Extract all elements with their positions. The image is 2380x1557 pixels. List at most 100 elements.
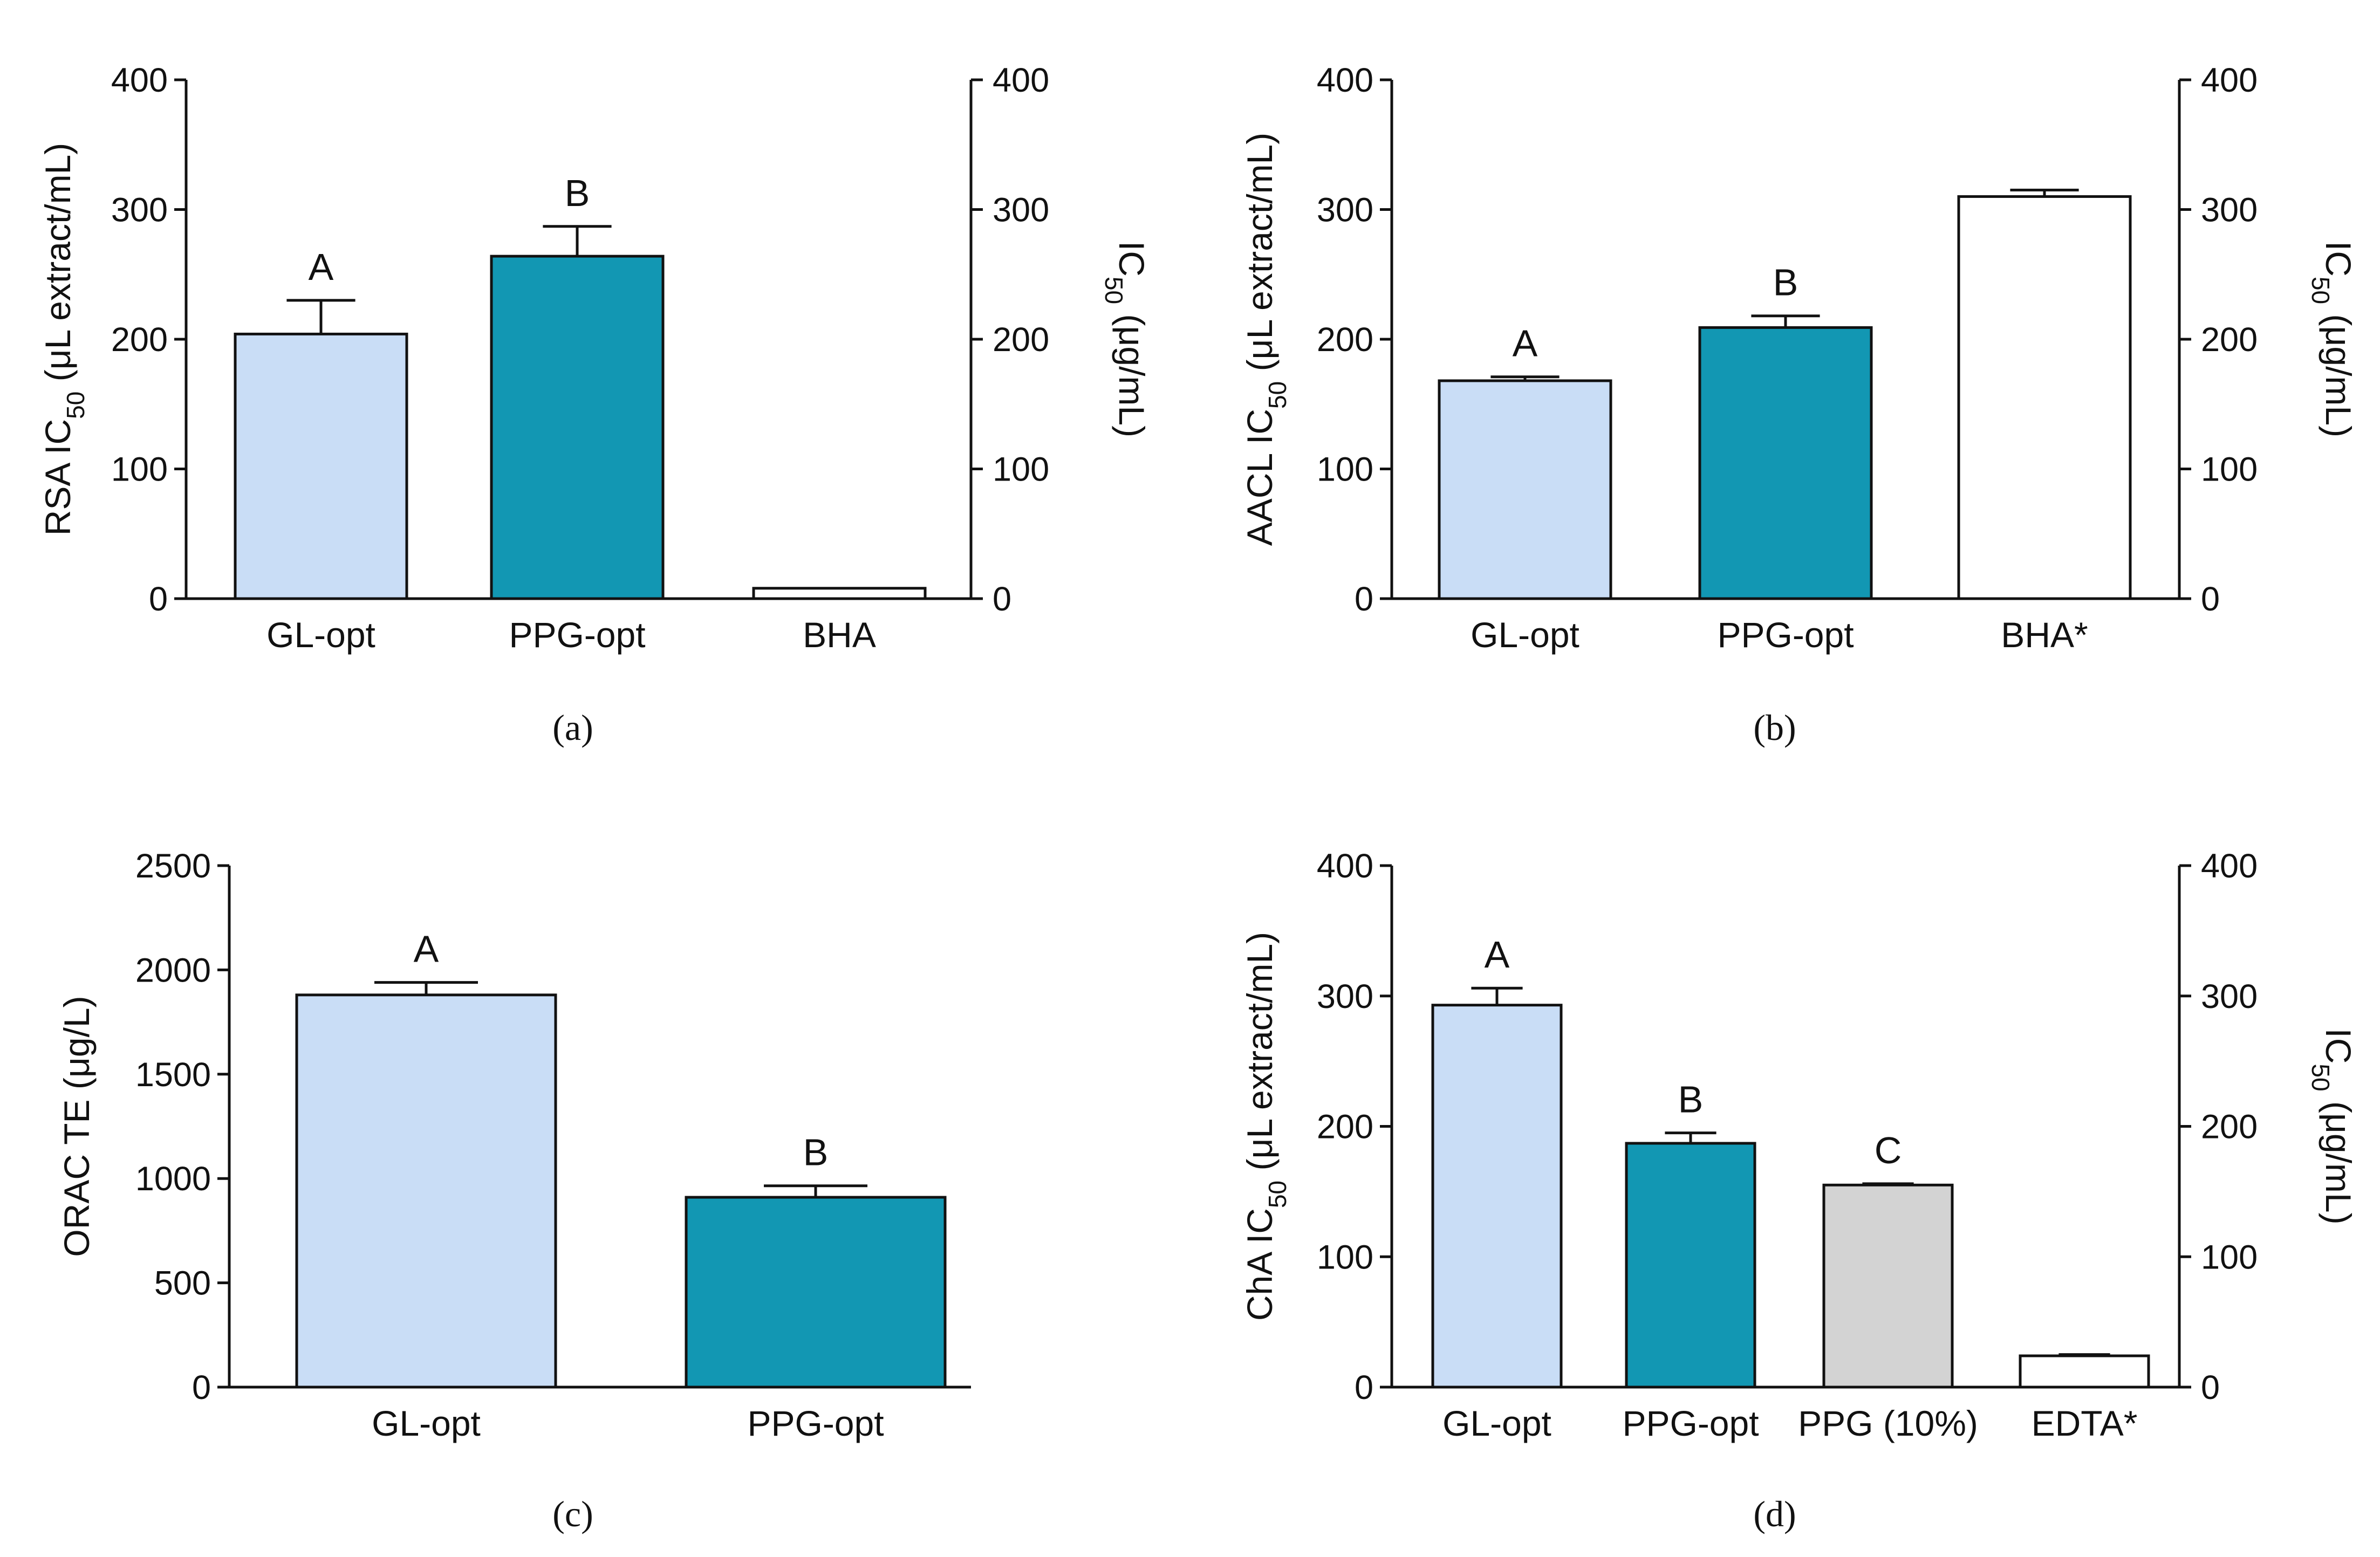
y-axis-title-part: (μL extract/mL) [1240,133,1280,381]
y2-tick-label: 400 [2201,847,2258,885]
panel-caption: (b) [1753,707,1796,748]
category-label: GL-opt [1442,1403,1551,1443]
category-label: PPG-opt [1622,1403,1759,1443]
y2-axis-title-part: (μg/mL) [1112,304,1152,437]
y-tick-label: 0 [1355,580,1373,618]
y-tick-label: 100 [1317,1238,1373,1276]
y-tick-label: 2000 [135,951,211,989]
y-tick-label: 400 [1317,847,1373,885]
y2-axis-title-part: IC [1112,241,1152,277]
y-tick-label: 100 [111,451,168,489]
panel-2: 0 100 200 300 400 0 100 200 300 400 A GL-opt B PPG-op… [1240,61,2358,748]
category-label: PPG-opt [1717,615,1854,655]
y-axis-title-subscript: 50 [61,392,90,419]
y-axis-title: RSA IC50 (μL extract/mL) [38,143,90,536]
y2-axis-title: IC50 (μg/mL) [1100,241,1152,437]
y-axis-title-part: AACL IC [1240,409,1280,546]
y-tick-label: 1500 [135,1056,211,1094]
y2-axis-title: IC50 (μg/mL) [2307,241,2358,437]
y2-tick-label: 100 [2201,451,2258,489]
y2-axis-title: IC50 (μg/mL) [2307,1028,2358,1224]
y-tick-label: 200 [111,321,168,359]
category-label: GL-opt [1471,615,1579,655]
y2-tick-label: 200 [993,321,1049,359]
significance-label: B [1678,1079,1704,1121]
y-axis-title-subscript: 50 [1263,381,1291,409]
panel-caption: (d) [1753,1493,1796,1534]
y-tick-label: 300 [1317,191,1373,229]
y2-tick-label: 0 [993,580,1011,618]
y-axis-title-part: RSA IC [38,419,78,536]
y2-axis-title-subscript: 50 [2307,1064,2335,1091]
y-axis-title: ORAC TE (μg/L) [57,996,97,1257]
y2-axis-title-subscript: 50 [2307,277,2335,304]
y2-tick-label: 100 [993,451,1049,489]
y-tick-label: 200 [1317,321,1373,359]
bar-edta- [2019,1354,2150,1389]
bar-gl-opt [1438,379,1612,600]
y2-tick-label: 400 [2201,61,2258,99]
y-tick-label: 0 [149,580,168,618]
y-tick-label: 1000 [135,1160,211,1198]
y2-tick-label: 0 [2201,1369,2220,1407]
y-tick-label: 200 [1317,1108,1373,1146]
y2-tick-label: 100 [2201,1238,2258,1276]
y2-axis-title-part: IC [2319,1028,2358,1064]
bar-gl-opt [1431,1004,1563,1389]
y-axis-title: AACL IC50 (μL extract/mL) [1240,133,1291,546]
category-label: GL-opt [372,1403,481,1443]
bar-ppg-opt [1625,1142,1756,1389]
y-tick-label: 300 [111,191,168,229]
y-tick-label: 0 [192,1369,211,1407]
y2-axis-title-part: (μg/mL) [2319,304,2358,437]
category-label: PPG-opt [747,1403,884,1443]
panel-4: 0 100 200 300 400 0 100 200 300 400 A GL-opt B PPG-op… [1240,847,2358,1534]
y2-tick-label: 200 [2201,321,2258,359]
y2-tick-label: 400 [993,61,1049,99]
y-axis-title-part: (μL extract/mL) [1240,932,1280,1181]
significance-label: B [1773,262,1798,304]
bar-gl-opt [295,993,557,1389]
significance-label: A [309,246,334,288]
y-tick-label: 2500 [135,847,211,885]
panel-1: 0 100 200 300 400 0 100 200 300 400 A GL-opt B PPG-op… [38,61,1152,748]
y2-axis-title-subscript: 50 [1100,277,1128,304]
bar-ppg-opt [1698,326,1873,600]
category-label: EDTA* [2032,1403,2138,1443]
bar-gl-opt [234,332,408,600]
bar-bha- [1957,195,2132,600]
y2-axis-title-part: IC [2319,241,2358,277]
y-axis-title-subscript: 50 [1263,1181,1291,1208]
bar-ppg-10- [1822,1183,1954,1389]
y-axis-title-part: (μL extract/mL) [38,143,78,392]
y2-tick-label: 300 [2201,191,2258,229]
significance-label: A [1513,323,1538,365]
panel-3: 0 500 1000 1500 2000 2500 A GL-opt B PPG-opt ORAC … [57,847,971,1534]
category-label: PPG (10%) [1798,1403,1978,1443]
y-tick-label: 100 [1317,451,1373,489]
significance-label: A [1485,934,1510,976]
y2-tick-label: 0 [2201,580,2220,618]
bar-bha [752,587,927,600]
y2-tick-label: 300 [2201,978,2258,1016]
panel-caption: (a) [552,707,593,748]
significance-label: B [565,172,590,214]
y2-axis-title-part: (μg/mL) [2319,1092,2358,1225]
y-tick-label: 0 [1355,1369,1373,1407]
bar-ppg-opt [490,255,665,600]
y2-tick-label: 300 [993,191,1049,229]
significance-label: A [414,928,439,970]
y-tick-label: 300 [1317,978,1373,1016]
bar-ppg-opt [685,1196,947,1389]
y-axis-title: ChA IC50 (μL extract/mL) [1240,932,1291,1321]
category-label: PPG-opt [509,615,645,655]
significance-label: B [803,1131,829,1174]
category-label: GL-opt [266,615,375,655]
y2-tick-label: 200 [2201,1108,2258,1146]
category-label: BHA [803,615,876,655]
y-tick-label: 500 [154,1265,211,1302]
panel-caption: (c) [552,1493,593,1534]
y-axis-title-part: ChA IC [1240,1208,1280,1321]
y-tick-label: 400 [1317,61,1373,99]
